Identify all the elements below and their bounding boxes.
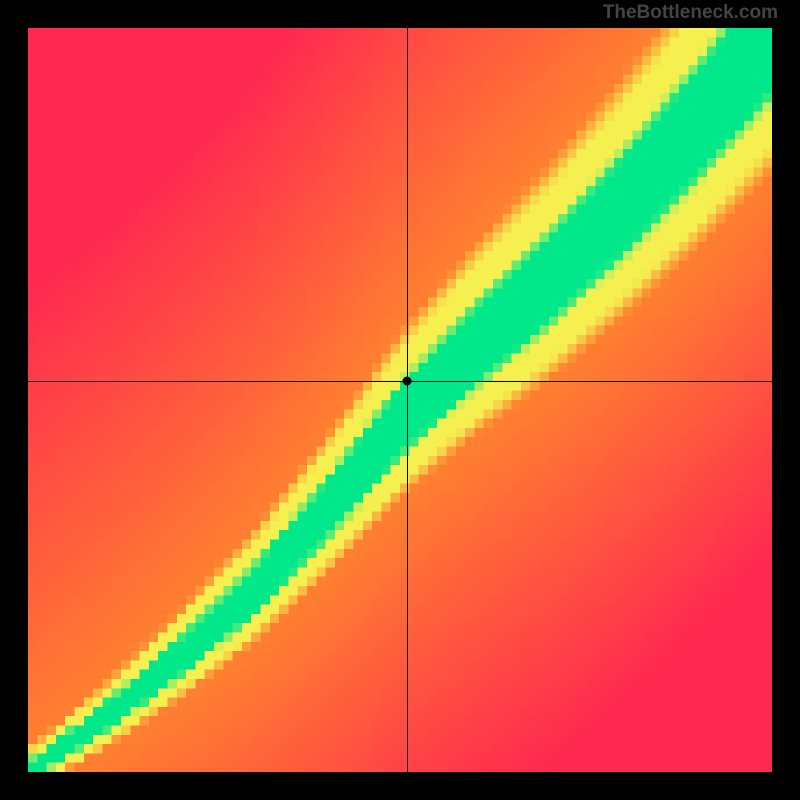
- heatmap-canvas: [28, 28, 772, 772]
- bottleneck-heatmap: [28, 28, 772, 772]
- crosshair-dot: [403, 377, 412, 386]
- crosshair-horizontal: [28, 381, 772, 382]
- watermark-text: TheBottleneck.com: [603, 2, 778, 24]
- crosshair-vertical: [407, 28, 408, 772]
